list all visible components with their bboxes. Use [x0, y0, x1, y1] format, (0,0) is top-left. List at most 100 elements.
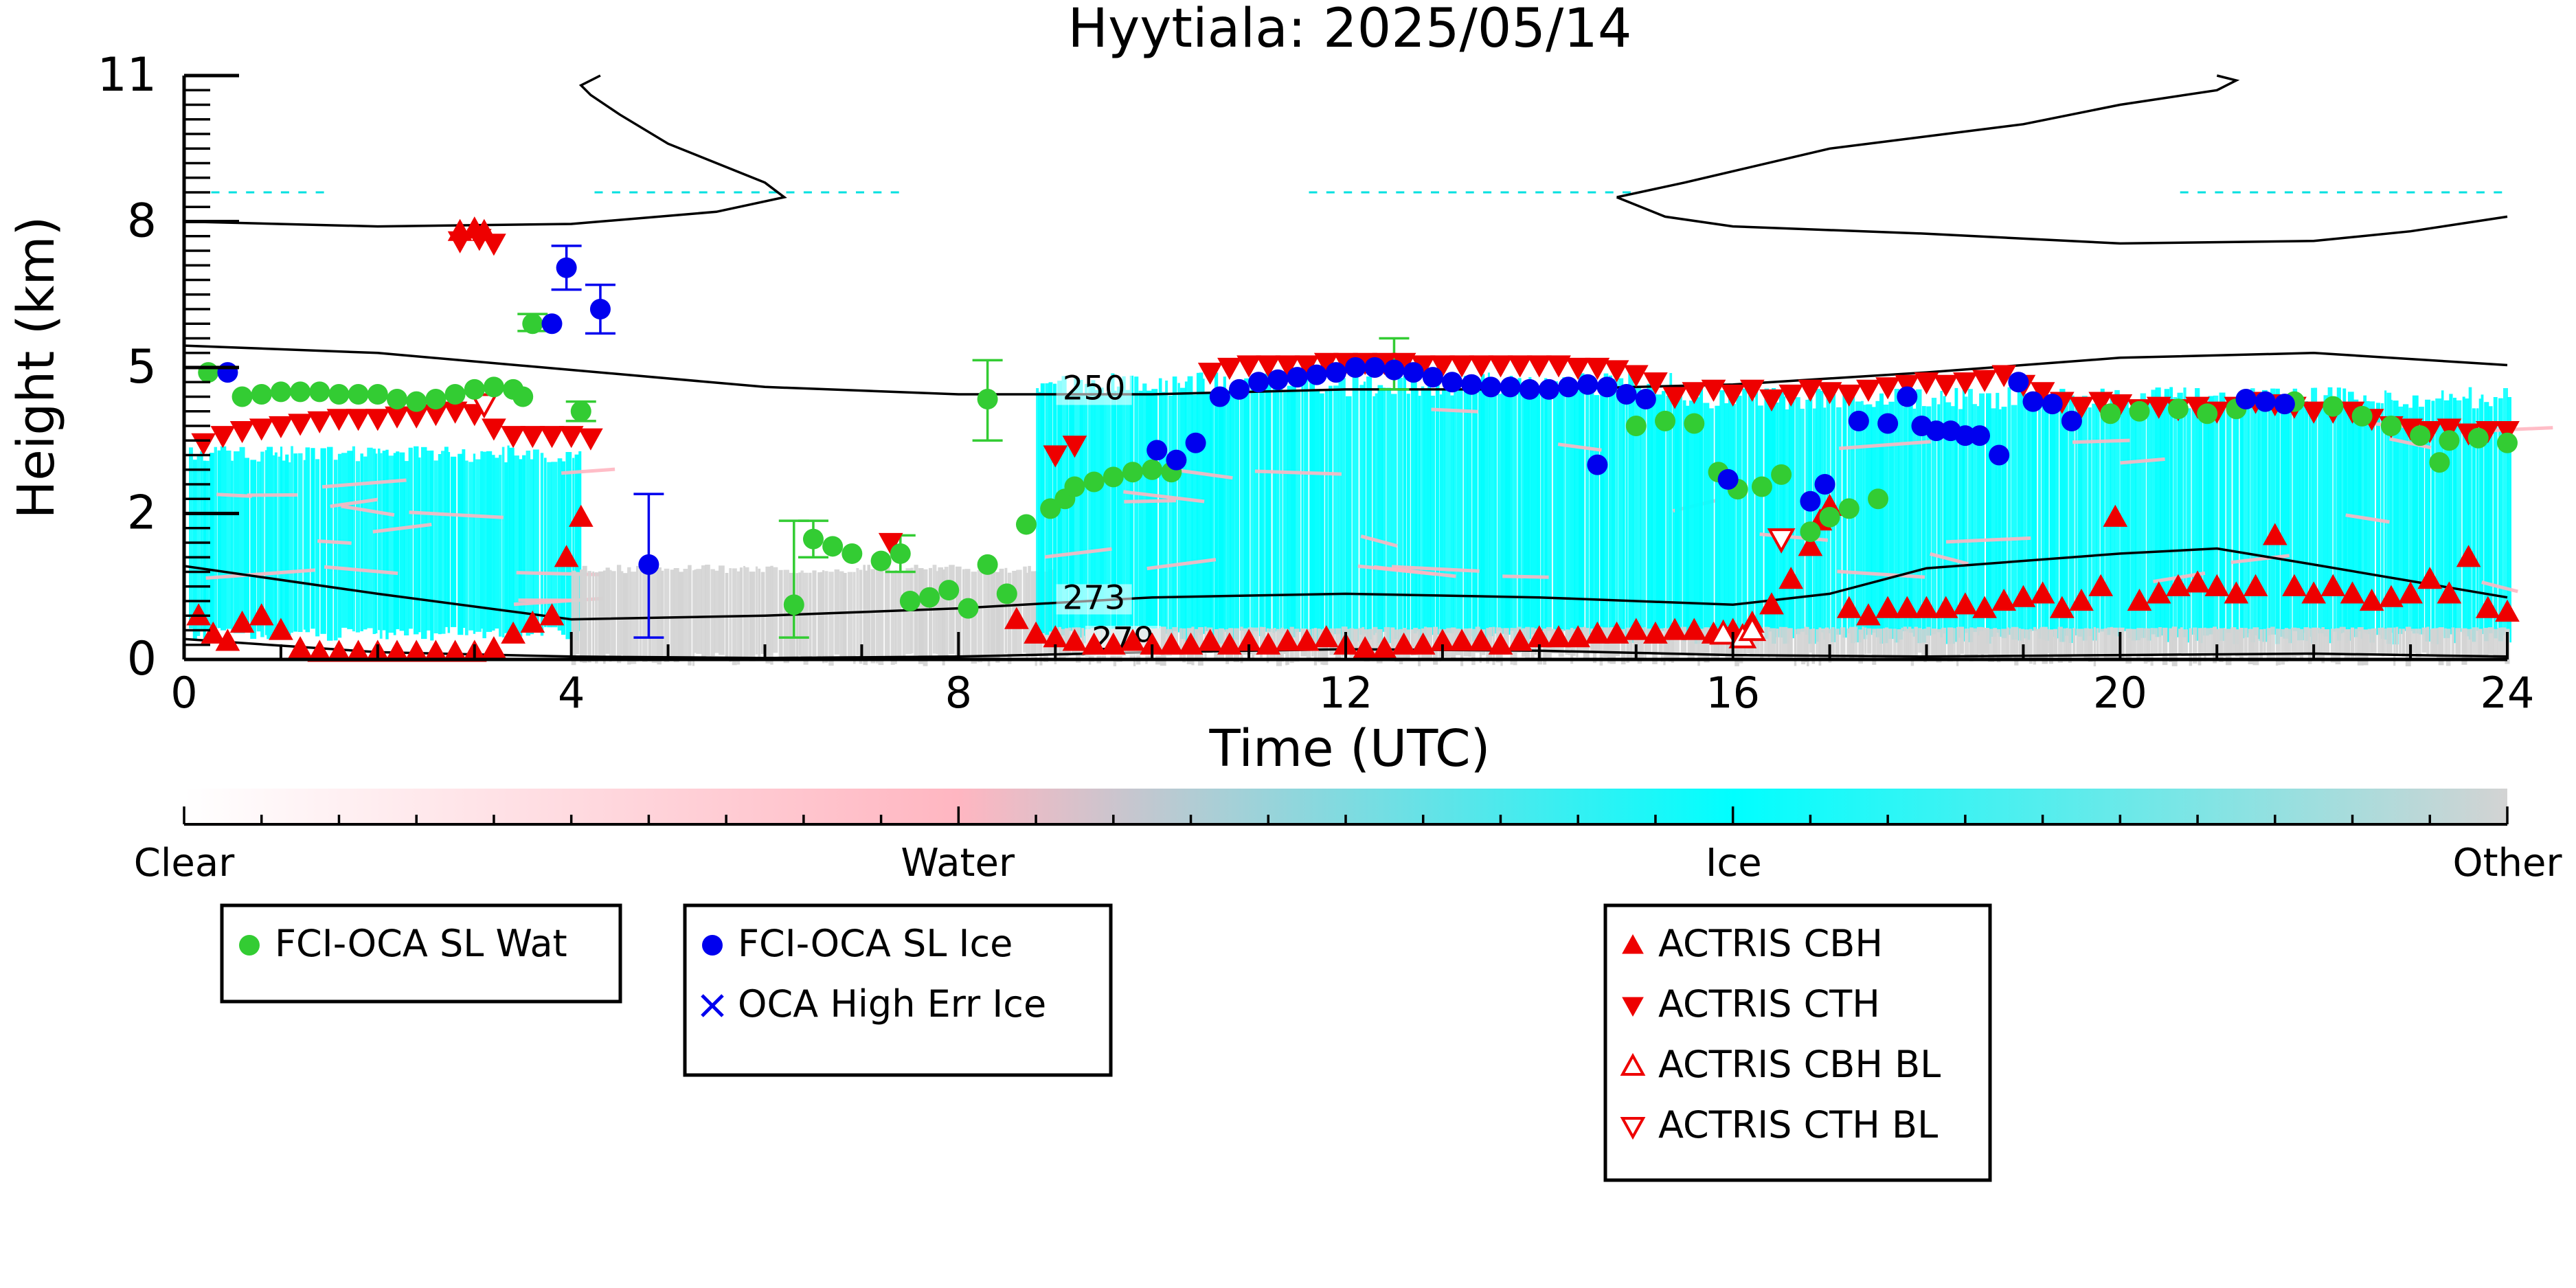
- cloud-stripe: [2135, 403, 2141, 640]
- cloud-stripe: [250, 460, 257, 639]
- cloud-stripe: [817, 572, 822, 661]
- water-streak: [1146, 558, 1217, 571]
- cloud-stripe: [1594, 395, 1600, 643]
- data-point: [1081, 632, 1107, 655]
- cloud-stripe: [1781, 626, 1788, 661]
- cloud-stripe: [526, 451, 531, 636]
- cloud-stripe: [2382, 627, 2385, 657]
- cloud-stripe: [729, 568, 732, 662]
- data-point: [1236, 355, 1261, 378]
- cloud-stripe: [196, 455, 201, 636]
- x-tick-label: 4: [558, 668, 585, 718]
- cloud-stripe: [2001, 629, 2007, 658]
- cloud-stripe: [1820, 629, 1826, 658]
- cloud-stripe: [1172, 376, 1177, 631]
- x-tick-label: 16: [1706, 668, 1760, 718]
- cloud-stripe: [1699, 629, 1704, 659]
- data-point: [2224, 581, 2249, 604]
- data-point: [1953, 372, 1978, 395]
- data-point: [1819, 506, 1840, 528]
- cloud-stripe: [1796, 629, 1802, 659]
- water-streak: [2345, 513, 2390, 524]
- data-point: [1972, 596, 1997, 618]
- data-point: [326, 640, 352, 662]
- cloud-stripe: [433, 460, 438, 633]
- cloud-stripe: [1626, 627, 1630, 663]
- contour-line-5: [1616, 74, 2240, 199]
- cloud-stripe: [1926, 406, 1932, 636]
- cloud-stripe: [1862, 626, 1864, 662]
- x-tick-label: 12: [1319, 668, 1373, 718]
- data-point: [1682, 618, 1707, 640]
- cloud-stripe: [2441, 390, 2444, 636]
- cloud-stripe: [1091, 380, 1096, 638]
- data-point: [1767, 528, 1796, 554]
- cloud-stripe: [2199, 405, 2203, 644]
- cloud-stripe: [1903, 407, 1908, 631]
- water-streak: [321, 478, 407, 489]
- cloud-stripe: [2314, 387, 2318, 642]
- cloud-stripe: [2386, 392, 2392, 644]
- data-point: [307, 640, 332, 662]
- cloud-stripe: [260, 451, 264, 637]
- cloud-stripe: [2309, 628, 2312, 664]
- cloud-stripe: [2327, 387, 2333, 644]
- data-point: [2323, 396, 2344, 417]
- cloud-stripe: [2299, 629, 2304, 661]
- data-point: [191, 433, 216, 455]
- data-point: [1062, 436, 1087, 458]
- cloud-stripe: [1390, 394, 1397, 640]
- legend-marker: [701, 994, 724, 1017]
- cloud-stripe: [2213, 626, 2217, 664]
- cloud-stripe: [2419, 407, 2424, 635]
- cloud-stripe: [1134, 376, 1139, 642]
- data-point: [482, 234, 506, 256]
- cloud-stripe: [482, 451, 486, 639]
- cloud-stripe: [1410, 382, 1417, 634]
- y-tick-label: 5: [127, 340, 157, 394]
- cloud-stripe: [1296, 392, 1301, 632]
- cloud-stripe: [602, 570, 606, 664]
- cloud-stripe: [639, 569, 642, 660]
- cloud-stripe: [1879, 393, 1884, 644]
- cloud-stripe: [694, 569, 697, 653]
- cloud-stripe: [2053, 629, 2058, 657]
- data-point: [1739, 379, 1765, 402]
- water-streak: [216, 493, 252, 498]
- cloud-stripe: [2042, 395, 2046, 640]
- cloud-stripe: [1660, 628, 1663, 662]
- cloud-stripe: [1846, 628, 1850, 657]
- cloud-stripe: [1976, 406, 1980, 635]
- cloud-stripe: [1212, 393, 1214, 644]
- cloud-stripe: [551, 462, 558, 628]
- cloud-stripe: [936, 571, 938, 655]
- cloud-stripe: [592, 571, 595, 662]
- data-point: [249, 603, 274, 626]
- data-point: [1684, 413, 1705, 434]
- cloud-stripe: [2453, 398, 2456, 644]
- cloud-stripe: [609, 569, 612, 662]
- cloud-stripe: [1680, 387, 1682, 636]
- cloud-stripe: [1353, 629, 1358, 655]
- data-point: [1566, 357, 1591, 381]
- cloud-stripe: [2248, 629, 2254, 664]
- cloud-stripe: [1990, 408, 1997, 637]
- cloud-stripe: [2049, 405, 2055, 637]
- data-point: [2262, 523, 2287, 545]
- cloud-stripe: [214, 447, 217, 632]
- cloud-stripe: [1523, 388, 1530, 644]
- cloud-stripe: [1964, 629, 1969, 661]
- cloud-stripe: [1931, 629, 1937, 658]
- data-point: [1256, 355, 1281, 378]
- cloud-stripe: [2481, 394, 2484, 634]
- cloud-stripe: [1998, 409, 2002, 637]
- cloud-stripe: [2143, 628, 2148, 664]
- cloud-stripe: [1338, 375, 1342, 634]
- cloud-stripe: [1478, 382, 1482, 642]
- cloud-stripe: [2081, 629, 2084, 655]
- cloud-stripe: [2335, 628, 2341, 665]
- cloud-stripe: [2187, 408, 2191, 643]
- data-point: [2495, 599, 2520, 622]
- data-point: [501, 426, 526, 449]
